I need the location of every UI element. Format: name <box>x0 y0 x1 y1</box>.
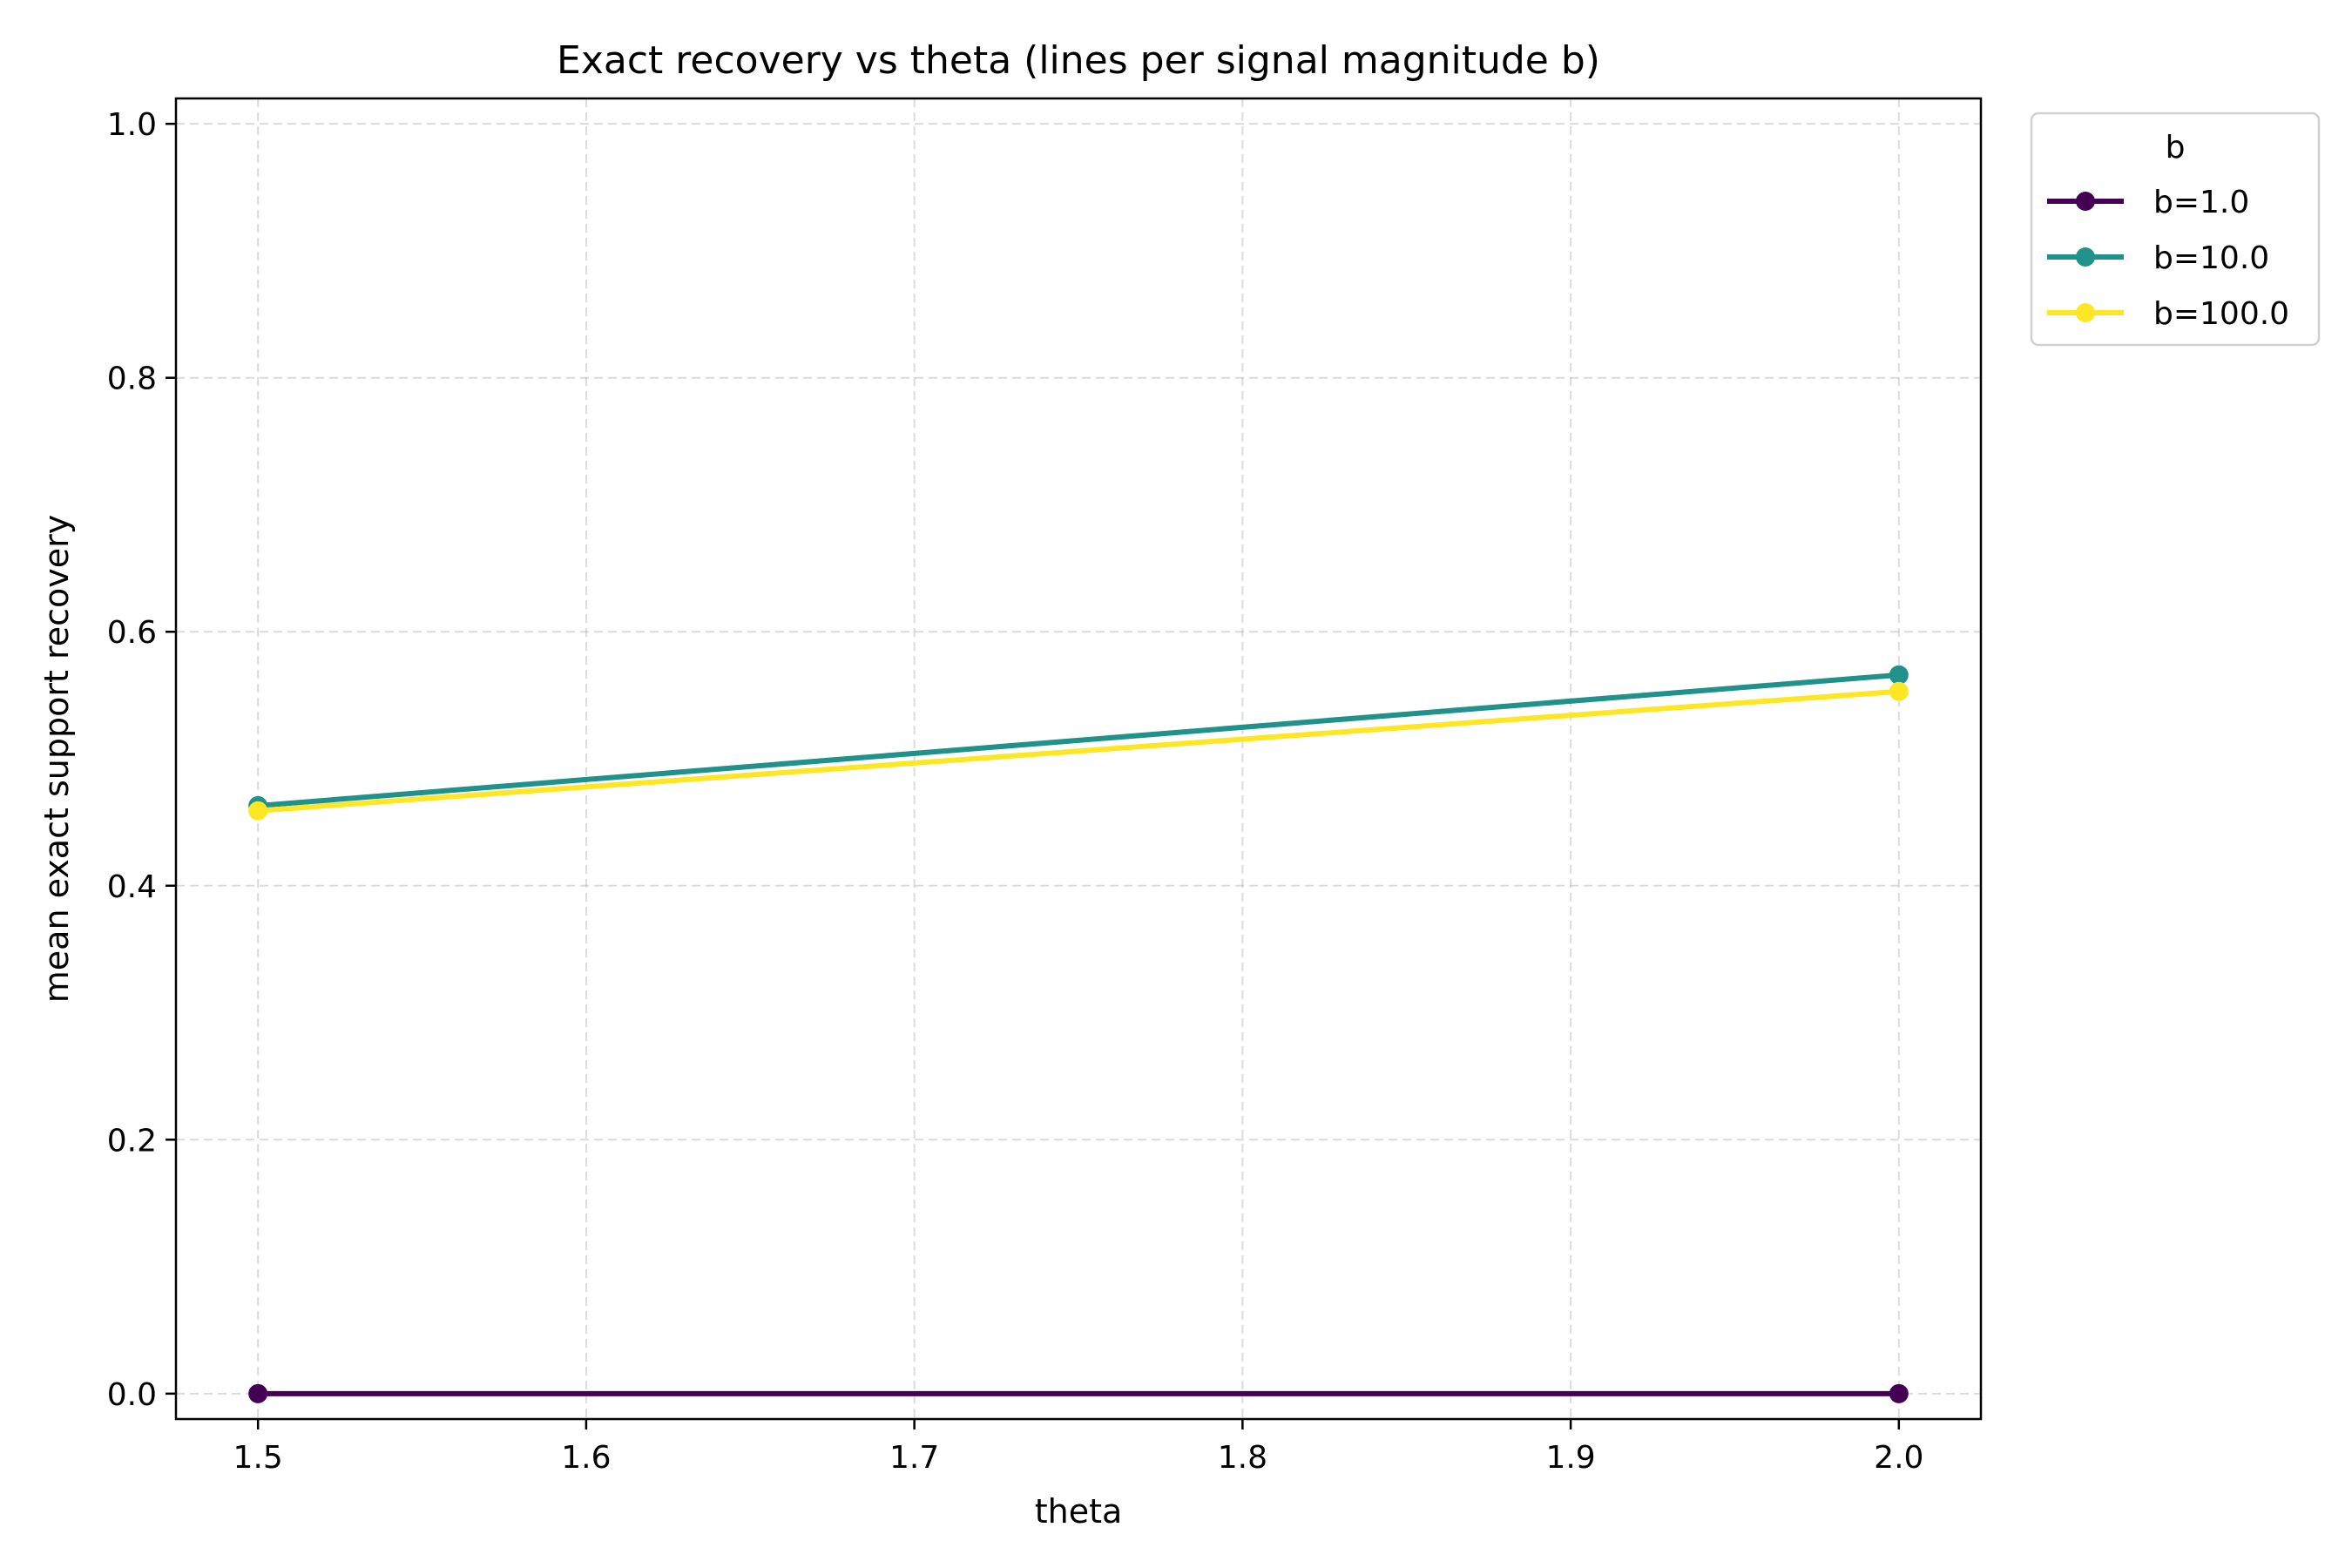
legend-marker-swatch <box>2076 247 2095 267</box>
data-point <box>1889 1383 1909 1403</box>
y-axis-ticks: 0.0 0.2 0.4 0.6 0.8 1.0 <box>107 107 176 1413</box>
legend-item: b=100.0 <box>2047 296 2289 332</box>
x-tick-label: 1.8 <box>1218 1440 1267 1476</box>
x-tick-label: 1.5 <box>233 1440 283 1476</box>
x-axis-ticks: 1.5 1.6 1.7 1.8 1.9 2.0 <box>233 1419 1923 1476</box>
y-tick-label: 0.4 <box>107 869 157 905</box>
x-axis-label: theta <box>1035 1492 1123 1531</box>
legend-label: b=100.0 <box>2153 296 2289 332</box>
legend-item: b=1.0 <box>2047 185 2249 220</box>
legend-marker-swatch <box>2076 303 2095 322</box>
y-tick-label: 0.8 <box>107 362 157 397</box>
series-layer <box>248 665 1909 1403</box>
y-tick-label: 0.2 <box>107 1123 157 1159</box>
chart-title: Exact recovery vs theta (lines per signa… <box>557 38 1600 83</box>
legend-items: b=1.0 b=10.0 b=100.0 <box>2047 185 2289 332</box>
legend-title: b <box>2166 130 2186 166</box>
series-line <box>255 688 1902 814</box>
legend-box <box>2030 112 2321 347</box>
legend: b b=1.0 b=10.0 b=100.0 <box>2030 112 2321 347</box>
legend-label: b=10.0 <box>2153 240 2269 276</box>
data-point <box>248 1383 268 1403</box>
y-tick-label: 1.0 <box>107 107 157 143</box>
series-b=1.0 <box>248 1383 1909 1403</box>
series-line <box>255 672 1902 808</box>
data-point <box>248 801 268 821</box>
series-b=100.0 <box>248 681 1909 821</box>
data-point <box>1889 681 1909 701</box>
x-tick-label: 1.7 <box>889 1440 939 1476</box>
plot-area-frame <box>174 97 1983 1421</box>
legend-marker-swatch <box>2076 192 2095 211</box>
x-tick-label: 2.0 <box>1874 1440 1923 1476</box>
x-tick-label: 1.9 <box>1545 1440 1595 1476</box>
series-b=10.0 <box>248 665 1909 815</box>
y-axis-label: mean exact support recovery <box>37 515 76 1003</box>
y-tick-label: 0.0 <box>107 1377 157 1413</box>
y-tick-label: 0.6 <box>107 615 157 651</box>
legend-item: b=10.0 <box>2047 240 2269 276</box>
data-point <box>1889 665 1909 685</box>
legend-label: b=1.0 <box>2153 185 2249 220</box>
x-tick-label: 1.6 <box>561 1440 611 1476</box>
